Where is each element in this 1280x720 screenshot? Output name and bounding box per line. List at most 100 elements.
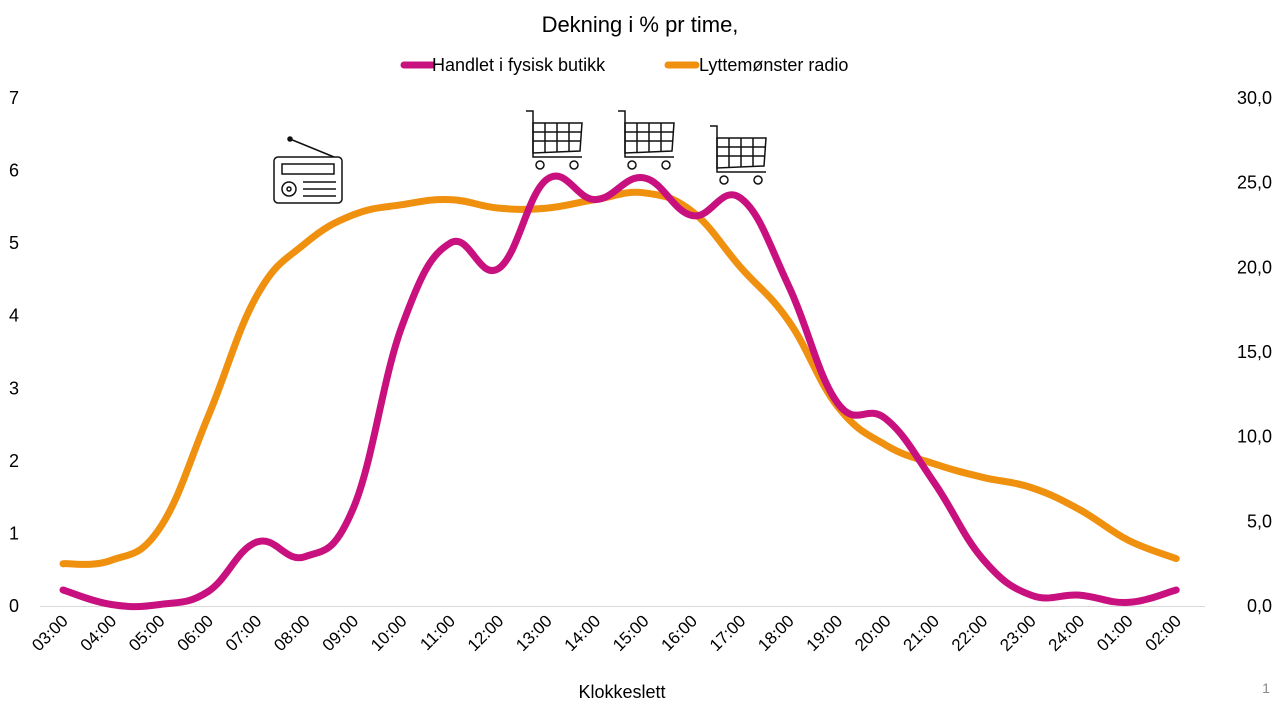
point-radio-1800 [786, 319, 792, 325]
x-tick-label: 09:00 [319, 611, 363, 655]
x-tick-label: 23:00 [996, 611, 1040, 655]
y-axis-right: 0,0 5,0 10,0 15,0 20,0 25,0 30,0 [1237, 88, 1272, 616]
x-tick-label: 08:00 [270, 611, 314, 655]
y-right-tick-label: 10,0 [1237, 427, 1272, 447]
y-right-tick-label: 25,0 [1237, 173, 1272, 193]
point-radio-0800 [302, 241, 308, 247]
x-tick-label: 13:00 [512, 611, 556, 655]
y-left-tick-label: 0 [9, 596, 19, 616]
x-tick-label: 15:00 [609, 611, 653, 655]
point-radio-2200 [980, 474, 986, 480]
x-tick-label: 18:00 [754, 611, 798, 655]
y-left-tick-label: 3 [9, 378, 19, 398]
point-handlet-2300 [1028, 592, 1034, 598]
point-handlet-2200 [980, 556, 986, 562]
legend: Handlet i fysisk butikk Lyttemønster rad… [400, 55, 848, 75]
point-radio-1000 [399, 202, 405, 208]
point-handlet-1300 [544, 176, 550, 182]
point-handlet-0600 [205, 588, 211, 594]
y-left-tick-label: 1 [9, 523, 19, 543]
chart-title: Dekning i % pr time, [542, 12, 739, 37]
x-tick-label: 14:00 [561, 611, 605, 655]
point-radio-1700 [738, 264, 744, 270]
point-handlet-0500 [157, 602, 163, 608]
x-tick-label: 05:00 [125, 611, 169, 655]
x-tick-label: 11:00 [416, 611, 459, 654]
point-radio-1200 [496, 205, 502, 211]
series-layer [59, 172, 1180, 611]
point-handlet-1700 [738, 195, 744, 201]
x-tick-label: 21:00 [900, 611, 944, 655]
y-right-tick-label: 0,0 [1247, 596, 1272, 616]
x-tick-label: 12:00 [464, 611, 508, 655]
point-radio-2000 [883, 442, 889, 448]
shopping-cart-icon [526, 110, 583, 170]
series-line-handlet [59, 172, 1180, 611]
point-radio-2100 [931, 461, 937, 467]
point-handlet-1100 [447, 240, 453, 246]
point-handlet-1900 [834, 400, 840, 406]
point-handlet-1600 [689, 213, 695, 219]
point-radio-2400 [1076, 506, 1082, 512]
point-handlet-0100 [1125, 599, 1131, 605]
point-radio-2300 [1028, 484, 1034, 490]
point-handlet-1400 [592, 197, 598, 203]
x-tick-label: 06:00 [174, 611, 218, 655]
point-handlet-0700 [254, 539, 260, 545]
y-right-tick-label: 20,0 [1237, 257, 1272, 277]
x-tick-label: 02:00 [1142, 611, 1186, 655]
point-handlet-0800 [302, 554, 308, 560]
point-radio-1300 [544, 205, 550, 211]
point-radio-0400 [108, 557, 114, 563]
legend-label-handlet: Handlet i fysisk butikk [432, 55, 606, 75]
series-line-radio [59, 188, 1180, 568]
shopping-cart-icon [618, 110, 675, 170]
point-handlet-0300 [60, 587, 66, 593]
legend-label-radio: Lyttemønster radio [699, 55, 848, 75]
x-tick-label: 04:00 [77, 611, 121, 655]
x-axis: 03:00 04:00 05:00 06:00 07:00 08:00 09:00 10:00… [28, 611, 1185, 655]
y-right-tick-label: 30,0 [1237, 88, 1272, 108]
point-handlet-1200 [496, 266, 502, 272]
point-handlet-2100 [931, 480, 937, 486]
shopping-cart-icon [710, 125, 767, 185]
point-handlet-1500 [641, 175, 647, 181]
x-tick-label: 20:00 [851, 611, 895, 655]
y-left-tick-label: 6 [9, 161, 19, 181]
point-radio-0500 [157, 525, 163, 531]
y-left-tick-label: 2 [9, 451, 19, 471]
y-right-tick-label: 5,0 [1247, 511, 1272, 531]
x-tick-label: 22:00 [948, 611, 992, 655]
point-radio-1500 [641, 190, 647, 196]
point-handlet-1000 [399, 324, 405, 330]
x-tick-label: 10:00 [367, 611, 411, 655]
x-tick-label: 17:00 [706, 611, 750, 655]
point-radio-1100 [447, 197, 453, 203]
x-tick-label: 03:00 [28, 611, 72, 655]
point-radio-0700 [254, 293, 260, 299]
point-handlet-1800 [786, 284, 792, 290]
page-number: 1 [1262, 680, 1270, 696]
x-tick-label: 16:00 [658, 611, 702, 655]
y-right-tick-label: 15,0 [1237, 342, 1272, 362]
x-tick-label: 01:00 [1093, 611, 1137, 655]
x-tick-label: 24:00 [1045, 611, 1089, 655]
y-left-tick-label: 7 [9, 88, 19, 108]
point-radio-0900 [350, 212, 356, 218]
point-handlet-2000 [883, 416, 889, 422]
x-tick-label: 19:00 [803, 611, 847, 655]
y-axis-left: 0 1 2 3 4 5 6 7 [9, 88, 19, 616]
y-left-tick-label: 4 [9, 306, 19, 326]
point-handlet-0200 [1173, 587, 1179, 593]
x-tick-label: 07:00 [222, 611, 266, 655]
point-radio-0300 [60, 561, 66, 567]
point-radio-0100 [1125, 537, 1131, 543]
x-axis-title: Klokkeslett [578, 682, 665, 702]
radio-icon [273, 136, 343, 204]
point-handlet-2400 [1076, 592, 1082, 598]
point-handlet-0900 [350, 505, 356, 511]
point-handlet-0400 [108, 602, 114, 608]
point-radio-0600 [205, 413, 211, 419]
y-left-tick-label: 5 [9, 233, 19, 253]
